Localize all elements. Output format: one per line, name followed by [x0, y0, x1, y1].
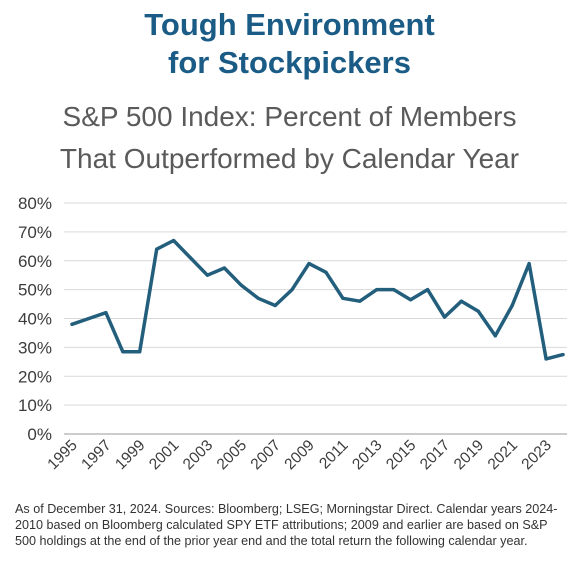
data-point — [425, 288, 430, 292]
y-tick-label: 50% — [18, 281, 52, 300]
x-tick-label: 2005 — [214, 437, 250, 473]
series-line — [70, 238, 565, 361]
x-tick-label: 2003 — [180, 437, 216, 473]
x-tick-label: 2015 — [383, 437, 419, 473]
x-tick-label: 2013 — [349, 437, 385, 473]
y-tick-label: 0% — [27, 425, 52, 444]
data-point — [171, 238, 176, 243]
data-point — [358, 299, 362, 303]
x-tick-label: 2021 — [485, 437, 521, 473]
data-point — [544, 357, 548, 361]
data-point — [239, 283, 243, 287]
data-point — [70, 322, 74, 326]
data-point — [392, 288, 396, 292]
data-point — [307, 262, 311, 266]
x-tick-label: 2023 — [518, 437, 554, 473]
x-axis-tick-labels: 1995199719992001200320052007200920112013… — [44, 437, 554, 473]
data-point — [459, 299, 464, 303]
data-point — [138, 350, 142, 354]
y-tick-label: 20% — [18, 367, 52, 386]
data-point — [476, 309, 480, 313]
data-point — [273, 303, 277, 308]
chart-subtitle: S&P 500 Index: Percent of Members That O… — [0, 96, 579, 180]
y-tick-label: 40% — [18, 310, 52, 329]
data-point — [493, 334, 497, 338]
data-point — [256, 296, 260, 300]
x-tick-label: 2001 — [146, 437, 182, 473]
chart-title: Tough Environment for Stockpickers — [0, 6, 579, 82]
subtitle-line-2: That Outperformed by Calendar Year — [59, 143, 520, 174]
data-point — [121, 350, 125, 354]
title-line-2: for Stockpickers — [168, 45, 411, 80]
y-tick-label: 70% — [18, 223, 52, 242]
y-axis-tick-labels: 0% 10% 20% 30% 40% 50% 60% 70% 80% — [18, 194, 52, 444]
data-point — [375, 288, 379, 292]
data-point — [205, 273, 210, 277]
data-point — [561, 352, 565, 357]
gridlines — [64, 202, 567, 435]
x-tick-label: 1997 — [78, 437, 114, 473]
data-point — [510, 303, 514, 308]
data-point — [188, 256, 193, 260]
title-line-1: Tough Environment — [144, 7, 435, 42]
data-point — [324, 270, 328, 274]
x-tick-label: 2019 — [451, 437, 487, 473]
line-chart: 0% 10% 20% 30% 40% 50% 60% 70% 80% 1995199719992… — [18, 194, 567, 473]
data-point — [155, 247, 159, 251]
x-tick-label: 2011 — [316, 437, 352, 473]
y-tick-label: 60% — [18, 252, 52, 271]
data-point — [290, 288, 294, 292]
data-point — [222, 266, 226, 270]
series-layer — [70, 238, 565, 361]
x-tick-label: 2017 — [417, 437, 453, 473]
subtitle-line-1: S&P 500 Index: Percent of Members — [62, 101, 517, 132]
data-point — [341, 296, 345, 300]
data-point — [442, 315, 447, 319]
source-footnote: As of December 31, 2024. Sources: Bloomb… — [15, 502, 558, 548]
data-point — [409, 298, 413, 302]
y-tick-label: 30% — [18, 338, 52, 357]
y-tick-label: 10% — [18, 396, 52, 415]
x-tick-label: 1999 — [112, 437, 148, 473]
data-point — [527, 262, 531, 266]
data-point — [87, 316, 91, 321]
y-tick-label: 80% — [18, 194, 52, 213]
x-tick-label: 2009 — [281, 437, 317, 473]
x-tick-label: 2007 — [248, 437, 284, 473]
data-point — [104, 311, 108, 315]
